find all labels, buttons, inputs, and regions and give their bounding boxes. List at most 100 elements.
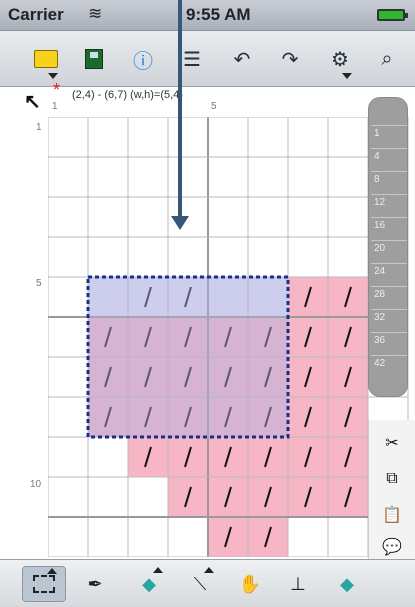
- stitch-mark: [344, 406, 352, 428]
- info-icon: ⓘ: [133, 50, 153, 73]
- stitch-mark: [344, 486, 352, 508]
- stitch-mark: [224, 326, 232, 348]
- stitch-mark: [184, 406, 192, 428]
- hand-tool-button[interactable]: ✋: [228, 566, 272, 602]
- stitch-mark: [224, 366, 232, 388]
- settings-button[interactable]: ⚙: [318, 39, 362, 79]
- strip-row-label[interactable]: 12: [374, 197, 386, 208]
- stitch-mark: [304, 326, 312, 348]
- lavender-cell[interactable]: [248, 277, 288, 317]
- stitch-mark: [144, 406, 152, 428]
- left-ruler-label: 1: [36, 122, 42, 133]
- strip-row-label[interactable]: 1: [374, 128, 380, 139]
- strip-divider: [371, 125, 407, 126]
- clock: 9:55 AM: [186, 5, 251, 24]
- strip-row-label[interactable]: 16: [374, 220, 386, 231]
- save-button[interactable]: [72, 39, 116, 79]
- preview-button[interactable]: ⌕: [365, 39, 409, 79]
- copy-icon: ⧉: [386, 470, 398, 487]
- paste-button[interactable]: 📋: [377, 500, 407, 530]
- strip-row-label[interactable]: 8: [374, 174, 380, 185]
- stitch-mark: [184, 446, 192, 468]
- stitch-mark: [264, 446, 272, 468]
- selection-info: (2,4) - (6,7) (w,h)=(5,4): [72, 89, 183, 101]
- folder-icon: [34, 50, 58, 68]
- eraser-icon: ◆: [142, 573, 156, 594]
- line-icon: ⟍: [193, 573, 207, 594]
- selection-rectangle[interactable]: [86, 275, 290, 439]
- modified-star-icon: *: [53, 80, 61, 100]
- lavender-cell[interactable]: [88, 277, 128, 317]
- comment-button[interactable]: 💬: [377, 532, 407, 562]
- stitch-mark: [224, 446, 232, 468]
- line-tool-button[interactable]: ⟍: [178, 566, 222, 602]
- wifi-icon: ≋: [88, 4, 103, 23]
- stitch-mark: [144, 446, 152, 468]
- strip-divider: [371, 263, 407, 264]
- copy-button[interactable]: ⧉: [377, 464, 407, 494]
- strip-divider: [371, 240, 407, 241]
- strip-divider: [371, 332, 407, 333]
- stitch-mark: [304, 286, 312, 308]
- stitch-mark: [104, 406, 112, 428]
- pipette-tool-button[interactable]: ✒: [73, 566, 117, 602]
- stitch-mark: [264, 526, 272, 548]
- stitch-mark: [224, 406, 232, 428]
- strip-divider: [371, 194, 407, 195]
- stitch-mark: [344, 326, 352, 348]
- row-strip[interactable]: 1 4 8 12 16 20 24 28 32 36 42: [368, 97, 408, 397]
- stitch-mark: [104, 366, 112, 388]
- scissors-icon: ✂: [385, 435, 399, 452]
- fill-icon: ◆: [340, 573, 354, 594]
- stitch-mark: [144, 286, 152, 308]
- selection-rect-icon: [33, 575, 55, 593]
- strip-row-label[interactable]: 24: [374, 266, 386, 277]
- stamp-icon: ⊥: [290, 573, 306, 594]
- grid-canvas[interactable]: [48, 117, 415, 557]
- eraser-tool-button[interactable]: ◆: [127, 566, 171, 602]
- corner-arrow-icon[interactable]: ↖: [24, 91, 41, 113]
- chart-grid[interactable]: [48, 117, 415, 557]
- strip-row-label[interactable]: 42: [374, 358, 386, 369]
- strip-row-label[interactable]: 28: [374, 289, 386, 300]
- comment-icon: 💬: [382, 539, 402, 556]
- strip-row-label[interactable]: 36: [374, 335, 386, 346]
- strip-divider: [371, 217, 407, 218]
- redo-icon: ↷: [281, 48, 299, 71]
- stitch-mark: [184, 366, 192, 388]
- select-tool-button[interactable]: [22, 566, 66, 602]
- redo-button[interactable]: ↷: [268, 39, 312, 79]
- cut-button[interactable]: ✂: [377, 428, 407, 458]
- strip-divider: [371, 309, 407, 310]
- strip-row-label[interactable]: 20: [374, 243, 386, 254]
- undo-button[interactable]: ↶: [220, 39, 264, 79]
- top-ruler-label: 1: [52, 101, 58, 112]
- list-button[interactable]: ☰: [170, 39, 214, 79]
- open-folder-button[interactable]: [24, 39, 68, 79]
- bottom-toolbar: ✒ ◆ ⟍ ✋ ⊥ ◆: [0, 559, 415, 607]
- stitch-mark: [104, 326, 112, 348]
- strip-divider: [371, 171, 407, 172]
- stitch-mark: [344, 366, 352, 388]
- strip-row-label[interactable]: 4: [374, 151, 380, 162]
- strip-divider: [371, 355, 407, 356]
- stitch-mark: [344, 286, 352, 308]
- lavender-cell[interactable]: [208, 277, 248, 317]
- stitch-mark: [304, 406, 312, 428]
- strip-divider: [371, 148, 407, 149]
- side-actions: ✂ ⧉ 📋 💬: [368, 420, 415, 560]
- stitch-mark: [144, 366, 152, 388]
- fill-tool-button[interactable]: ◆: [325, 566, 369, 602]
- left-ruler-label: 5: [36, 278, 42, 289]
- stitch-mark: [184, 286, 192, 308]
- stitch-mark: [344, 446, 352, 468]
- pipette-icon: ✒: [87, 573, 103, 594]
- info-button[interactable]: ⓘ: [121, 39, 165, 79]
- stamp-tool-button[interactable]: ⊥: [276, 566, 320, 602]
- hand-icon: ✋: [238, 573, 262, 594]
- undo-icon: ↶: [233, 48, 251, 71]
- strip-divider: [371, 286, 407, 287]
- stitch-mark: [264, 406, 272, 428]
- strip-row-label[interactable]: 32: [374, 312, 386, 323]
- stitch-mark: [264, 326, 272, 348]
